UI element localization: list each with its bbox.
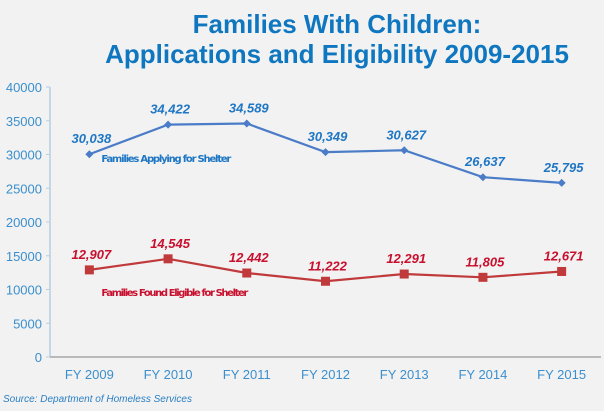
series-applying: 30,038 34,422 34,589 30,349 30,627 26,637 25,7… <box>71 101 584 187</box>
x-tick-label: FY 2012 <box>301 367 350 382</box>
series-legend-label: Families Found Eligible for Shelter <box>101 288 248 299</box>
y-tick-label: 5000 <box>13 316 42 331</box>
data-label: 26,637 <box>464 154 506 169</box>
data-label: 11,222 <box>308 258 348 273</box>
data-point-marker <box>321 276 330 286</box>
data-point-marker <box>400 146 409 155</box>
data-point-marker <box>321 148 330 157</box>
y-tick-label: 40000 <box>6 80 42 95</box>
y-tick-label: 0 <box>35 350 42 365</box>
data-label: 12,442 <box>229 250 270 265</box>
data-label: 12,291 <box>386 251 426 266</box>
data-label: 30,349 <box>308 129 349 144</box>
data-point-marker <box>85 150 94 159</box>
x-tick-label: FY 2015 <box>537 367 586 382</box>
series-legend-label: Families Applying for Shelter <box>101 154 231 165</box>
data-point-marker <box>84 265 94 275</box>
y-tick-label: 25000 <box>6 181 42 196</box>
data-label: 11,805 <box>466 254 506 269</box>
data-point-marker <box>557 178 566 187</box>
data-point-marker <box>242 268 252 278</box>
y-tick-label: 10000 <box>6 283 42 298</box>
data-label: 34,422 <box>150 102 191 117</box>
chart-title-line-2: Applications and Eligibility 2009-2015 <box>105 39 569 69</box>
data-point-marker <box>557 266 567 276</box>
x-tick-label: FY 2011 <box>223 367 271 382</box>
source-note: Source: Department of Homeless Services <box>3 394 192 405</box>
data-point-marker <box>163 254 173 264</box>
data-label: 12,671 <box>544 248 584 263</box>
data-label: 12,907 <box>71 247 112 262</box>
x-tick-label: FY 2014 <box>458 367 507 382</box>
y-tick-label: 35000 <box>6 114 42 129</box>
data-point-marker <box>478 173 487 182</box>
y-tick-label: 30000 <box>6 148 42 163</box>
data-point-marker <box>478 272 488 282</box>
data-label: 25,795 <box>543 160 585 175</box>
data-point-marker <box>164 120 173 129</box>
series-eligible: 12,907 14,545 12,442 11,222 12,291 11,805 12,6… <box>71 236 583 299</box>
data-label: 34,589 <box>229 101 270 116</box>
data-label: 30,627 <box>386 127 427 142</box>
x-tick-label: FY 2010 <box>144 367 193 382</box>
x-tick-label: FY 2009 <box>65 367 114 382</box>
data-label: 14,545 <box>150 236 191 251</box>
chart-title-line-1: Families With Children: <box>192 9 482 39</box>
y-tick-label: 15000 <box>6 249 42 264</box>
data-label: 30,038 <box>71 131 112 146</box>
x-tick-label: FY 2013 <box>380 367 429 382</box>
data-point-marker <box>399 269 409 279</box>
data-point-marker <box>242 119 251 128</box>
y-tick-label: 20000 <box>6 215 42 230</box>
